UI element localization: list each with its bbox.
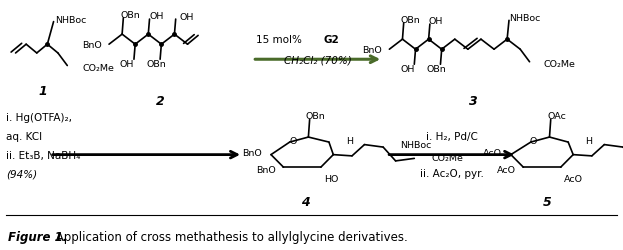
Text: OH: OH [429,17,444,26]
Text: BnO: BnO [82,40,102,50]
Text: AcO: AcO [497,166,516,174]
Text: G2: G2 [324,35,340,45]
Text: 3: 3 [469,95,478,108]
Text: NHBoc: NHBoc [401,140,432,149]
Text: CH₂Cl₂ (70%): CH₂Cl₂ (70%) [284,55,351,65]
Text: CO₂Me: CO₂Me [83,64,115,73]
Text: CO₂Me: CO₂Me [544,59,576,68]
Text: 5: 5 [543,195,551,208]
Text: aq. KCl: aq. KCl [6,131,42,141]
Text: NHBoc: NHBoc [55,16,86,25]
Text: H: H [346,137,353,146]
Text: i. Hg(OTFA)₂,: i. Hg(OTFA)₂, [6,112,72,122]
Text: 15 mol%: 15 mol% [256,35,305,45]
Text: AcO: AcO [564,174,583,183]
Text: OBn: OBn [306,112,326,121]
Text: O: O [289,137,297,146]
Text: OH: OH [179,12,194,22]
Text: i. H₂, Pd/C: i. H₂, Pd/C [426,131,478,141]
Text: BnO: BnO [256,166,276,174]
Text: CO₂Me: CO₂Me [432,153,464,162]
Text: OH: OH [401,64,416,73]
Text: O: O [530,137,537,146]
Text: (94%): (94%) [6,169,37,179]
Text: 4: 4 [301,195,310,208]
Text: 1: 1 [38,85,47,98]
Text: NHBoc: NHBoc [509,14,540,23]
Text: BnO: BnO [362,46,382,54]
Text: OBn: OBn [400,16,420,24]
Text: OH: OH [149,12,164,21]
Text: OAc: OAc [548,112,566,121]
Text: OBn: OBn [120,10,140,20]
Text: AcO: AcO [483,148,502,157]
Text: Application of cross methathesis to allylglycine derivatives.: Application of cross methathesis to ally… [52,230,407,243]
Text: OBn: OBn [146,59,166,68]
Text: ii. Ac₂O, pyr.: ii. Ac₂O, pyr. [420,169,483,179]
Text: Figure 1.: Figure 1. [8,230,67,243]
Text: HO: HO [324,174,338,183]
Text: OH: OH [119,59,134,68]
Text: 2: 2 [156,95,165,108]
Text: BnO: BnO [242,148,262,157]
Text: ii. Et₃B, NaBH₄: ii. Et₃B, NaBH₄ [6,150,80,160]
Text: H: H [586,137,592,146]
Text: OBn: OBn [427,64,447,73]
